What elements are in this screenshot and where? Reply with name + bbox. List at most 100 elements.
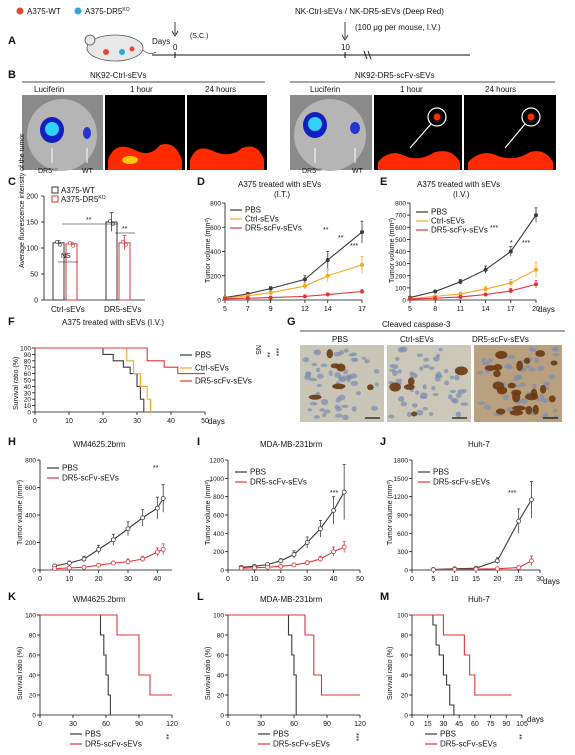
y-tick-label: 40: [217, 673, 225, 680]
x-tick-label: 90: [135, 721, 143, 728]
y-tick-label: 200: [210, 273, 221, 280]
day0-note: (S.C.): [190, 33, 208, 40]
data-point: [458, 294, 463, 299]
col-luciferin-1: Luciferin: [34, 85, 64, 94]
d-sig-2: **: [338, 235, 344, 242]
nucleus: [419, 366, 424, 371]
series-line-pbs: [54, 498, 164, 567]
x-tick-label: 10: [65, 576, 73, 583]
c-sig-2: **: [122, 226, 128, 233]
panel-i: I MDA-MB-231brm Tumor volume (mm³) 02004…: [197, 436, 364, 583]
series-line-ctrl-sevs: [224, 264, 363, 299]
data-point: [268, 295, 273, 300]
nucleus: [487, 358, 493, 363]
e-sig-1: ***: [490, 225, 498, 232]
stained-cell: [407, 377, 415, 386]
km-line-ctrl-sevs: [35, 347, 152, 412]
x-tick-label: 30: [69, 721, 77, 728]
x-tick-label: 0: [33, 418, 37, 425]
x-tick-label: 15: [424, 721, 432, 728]
nucleus: [320, 363, 328, 368]
nucleus: [432, 356, 440, 362]
y-tick-label: 0: [404, 568, 408, 575]
nucleus: [552, 353, 560, 357]
y-tick-label: 40: [29, 673, 37, 680]
m-xunit: days: [527, 715, 544, 724]
f-sig-2: **: [263, 352, 270, 358]
e-sig-2: *: [510, 240, 513, 247]
bar-ko: [118, 242, 131, 301]
data-point: [268, 290, 273, 295]
d-title: A375 treated with sEVs: [238, 180, 321, 189]
data-point: [121, 240, 125, 244]
data-point: [124, 243, 128, 247]
x-tick-label: 60: [102, 721, 110, 728]
panel-g-letter: G: [287, 316, 296, 328]
x-tick-label: 75: [487, 721, 495, 728]
nucleus: [415, 390, 420, 395]
panel-h: H WM4625.2brm Tumor volume (mm³) 0200400…: [8, 436, 172, 583]
nucleus: [422, 384, 427, 390]
days-label: Days: [152, 37, 170, 46]
x-tick-label: 40: [153, 576, 161, 583]
h-title: WM4625.2brm: [73, 440, 126, 449]
data-point: [341, 544, 347, 550]
k-sig: **: [162, 734, 169, 740]
data-point: [483, 292, 488, 297]
legend-label: PBS: [431, 208, 447, 217]
nucleus: [398, 396, 405, 402]
panel-m: M Huh-7 Survival ratio (%) 0 20 40 60 80 100 0…: [380, 591, 544, 749]
nucleus: [452, 397, 459, 404]
data-point: [494, 566, 500, 572]
stained-cell: [411, 411, 418, 417]
data-point: [508, 249, 513, 254]
data-point: [302, 294, 307, 299]
km-line-pbs: [228, 614, 297, 715]
nucleus: [316, 383, 322, 387]
nucleus: [447, 394, 453, 400]
d-sig-3: ***: [350, 243, 358, 250]
nucleus: [343, 369, 348, 375]
y-tick-label: 80: [217, 633, 225, 640]
group-ctrl-title: NK92-Ctrl-sEVs: [90, 71, 146, 80]
nucleus: [506, 366, 514, 370]
legend-label: Ctrl-sEVs: [195, 364, 229, 373]
data-point: [407, 297, 412, 302]
x-tick-label: 0: [38, 576, 42, 583]
ko-dot-icon: [74, 7, 82, 15]
nucleus: [342, 414, 349, 421]
nucleus: [350, 380, 359, 386]
y-tick-label: 200: [25, 540, 36, 547]
data-point: [430, 567, 436, 573]
f-title: A375 treated with sEVs (I.V.): [62, 318, 164, 327]
data-point: [341, 489, 347, 495]
data-point: [96, 562, 102, 568]
data-point: [529, 558, 534, 564]
y-tick-label: 200: [213, 549, 224, 556]
x-tick-label: 60: [290, 721, 298, 728]
image-24h-ctrl: [187, 95, 267, 170]
nucleus: [416, 353, 423, 358]
x-tick-label: 0: [410, 721, 414, 728]
stained-cell: [308, 394, 322, 400]
stained-cell: [524, 393, 539, 401]
nucleus: [395, 378, 403, 382]
x-tick-label: 14: [324, 306, 332, 313]
panel-e: E A375 treated with sEVs (I.V.) Tumor vo…: [380, 176, 555, 314]
group-dr5-title: NK92-DR5-scFv-sEVs: [355, 71, 435, 80]
panel-l-letter: L: [197, 591, 204, 603]
panel-f-letter: F: [8, 316, 15, 328]
m-ylabel: Survival ratio (%): [387, 647, 394, 700]
x-tick-label: 30: [536, 576, 544, 583]
y-tick-label: 700: [395, 213, 406, 220]
nucleus: [536, 398, 544, 402]
nucleus: [548, 374, 556, 379]
nucleus: [461, 389, 467, 394]
data-point: [325, 292, 330, 297]
series-line-pbs: [224, 231, 363, 299]
c-ylabel: Average fluorescence intensity of the tu…: [19, 133, 26, 268]
data-point: [452, 566, 458, 572]
bar-wt: [105, 221, 118, 301]
data-point: [331, 508, 337, 513]
legend-label: Ctrl-sEVs: [431, 217, 465, 226]
